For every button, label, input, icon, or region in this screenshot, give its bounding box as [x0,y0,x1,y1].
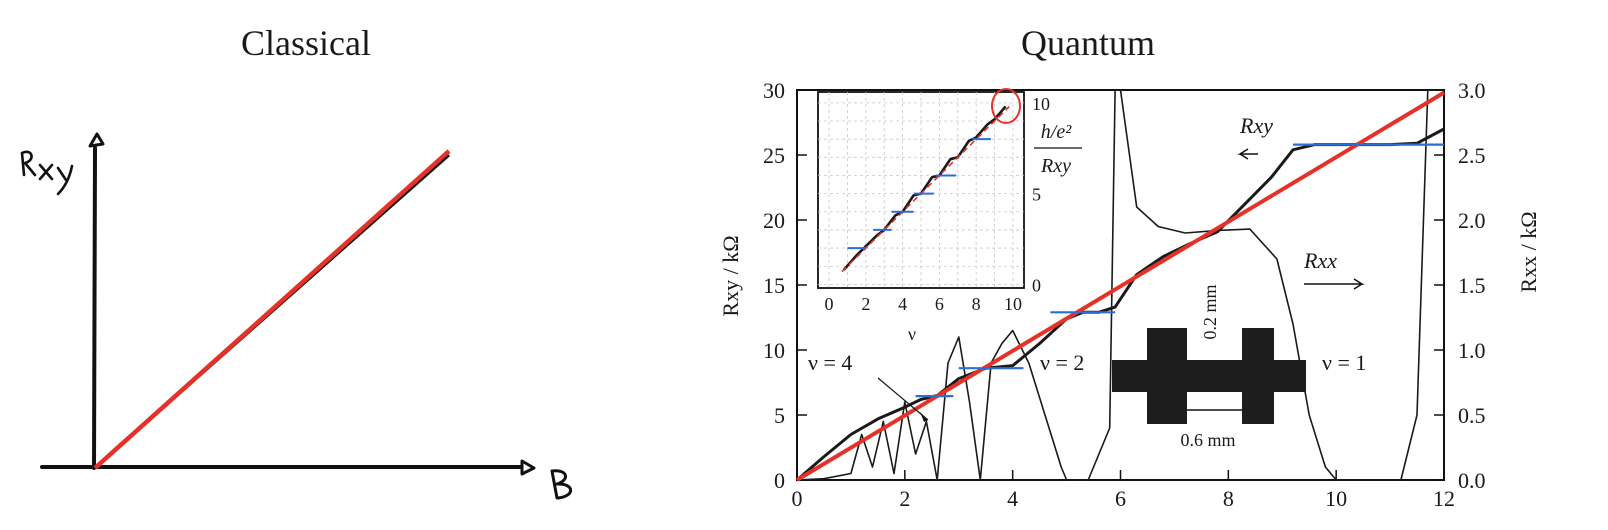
left-tick-label-5: 25 [763,143,785,168]
bottom-tick-label-4: 8 [1223,486,1234,511]
inset-xtick-label-4: 8 [972,294,981,314]
classical-chart: Rxy B [20,132,573,500]
bottom-tick-label-5: 10 [1325,486,1347,511]
inset-xtick-label-2: 4 [898,294,907,314]
classical-ylabel: Rxy [47,169,49,171]
inset-xtick-label-0: 0 [825,294,834,314]
annotation-nu-1: ν = 1 [1322,350,1366,375]
inset-xlabel: ν [908,324,916,344]
classical-xlabel: B [560,489,561,491]
rxx-curve [796,89,1444,481]
classical-y-axis-arrowhead [88,132,105,148]
quantum-y2label: Rxx / kΩ [1516,211,1541,292]
inset-fit-line [841,105,1010,273]
fit-line [795,90,1446,482]
quantum-ylabel: Rxy / kΩ [718,235,743,316]
annotation-nu-4: ν = 4 [808,350,852,375]
inset-data-curve [842,105,1007,271]
inset-ytick-label-2: 10 [1032,94,1050,114]
classical-xlabel-sketch [550,469,573,500]
inset-ylabel-numerator: h/e² [1041,121,1072,143]
inset-xtick-label-1: 2 [861,294,870,314]
classical-x-axis-arrowhead [520,459,536,476]
quantum-left-axis: 0 5 10 15 20 25 30 [763,78,807,493]
inset-ytick-label-0: 0 [1032,275,1041,295]
right-tick-label-2: 1.0 [1458,338,1486,363]
classical-title: Classical [241,23,371,63]
inset-grid [818,92,1024,288]
annotation-0-2mm: 0.2 mm [1200,284,1220,339]
bottom-tick-label-1: 2 [899,486,910,511]
inset-xtick-label-3: 6 [935,294,944,314]
inset-plateau-markers [847,138,991,250]
left-tick-label-6: 30 [763,78,785,103]
inset-axes: 0 2 4 6 8 10 0 5 10 [825,94,1050,314]
left-tick-label-2: 10 [763,338,785,363]
bottom-tick-label-3: 6 [1115,486,1126,511]
right-tick-label-3: 1.5 [1458,273,1486,298]
quantum-inset-chart: 0 2 4 6 8 10 0 5 10 ν h/e² Rxy [817,88,1082,344]
annotation-0-6mm: 0.6 mm [1180,430,1235,450]
bottom-tick-label-0: 0 [792,486,803,511]
classical-y-axis [92,146,97,470]
left-tick-label-1: 5 [774,403,785,428]
nu-4-pointer-arrowhead [920,412,928,422]
rxx-curve-label: Rxx [1303,248,1337,273]
rxy-arrow-icon [1237,148,1258,160]
right-tick-label-0: 0.0 [1458,468,1486,493]
right-tick-label-5: 2.5 [1458,143,1486,168]
hall-bar-sample-image [1112,328,1306,424]
right-tick-label-6: 3.0 [1458,78,1486,103]
nu-4-pointer [877,377,929,421]
inset-curve [841,105,1010,273]
rxy-curve-label: Rxy [1239,113,1273,138]
inset-highlight-circle [991,88,1021,124]
quantum-right-axis: 0.0 0.5 1.0 1.5 2.0 2.5 3.0 [1434,78,1486,493]
quantum-bottom-axis: 0 2 4 6 8 10 12 [792,470,1455,511]
quantum-plateau-markers [915,143,1444,398]
inset-xtick-label-5: 10 [1004,294,1022,314]
rxx-arrow-icon [1304,278,1365,290]
annotation-nu-2: ν = 2 [1040,350,1084,375]
bottom-tick-label-6: 12 [1433,486,1455,511]
right-tick-label-1: 0.5 [1458,403,1486,428]
left-tick-label-4: 20 [763,208,785,233]
classical-ylabel-sketch [20,150,74,196]
left-tick-label-3: 15 [763,273,785,298]
right-tick-label-4: 2.0 [1458,208,1486,233]
inset-ytick-label-1: 5 [1032,185,1041,205]
quantum-title: Quantum [1021,23,1155,63]
inset-ylabel-denominator: Rxy [1040,155,1071,177]
bottom-tick-label-2: 4 [1007,486,1018,511]
left-tick-label-0: 0 [774,468,785,493]
classical-red-line [93,149,451,470]
